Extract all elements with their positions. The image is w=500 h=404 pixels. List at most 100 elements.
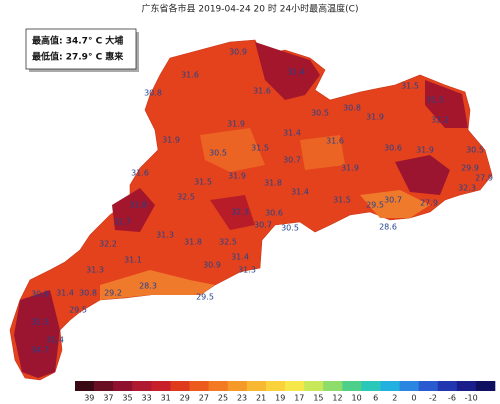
info-frame [25, 28, 137, 70]
hot-region [14, 290, 60, 378]
station-value: 30.8 [343, 104, 361, 113]
station-value: 31.7 [113, 218, 131, 227]
legend-swatch [189, 381, 209, 391]
station-value: 31.5 [401, 82, 419, 91]
station-value: 32.2 [99, 240, 117, 249]
legend-swatch [94, 381, 114, 391]
legend-tick-label: -2 [429, 394, 437, 403]
station-value: 31.9 [366, 113, 384, 122]
legend-tick-label: 31 [161, 394, 171, 403]
station-value: 32.3 [458, 184, 476, 193]
title: 广东省各市县 2019-04-24 20 时 24小时最高温度(C) [142, 3, 359, 15]
station-value: 30.5 [311, 109, 329, 118]
color-legend: 39 37 35 33 31 29 27 25 23 21 19 17 15 12 10 6 2 0 -2 -6 -10 [75, 381, 496, 403]
legend-tick-label: 25 [218, 394, 228, 403]
station-value: 31.9 [416, 146, 434, 155]
station-value: 31.8 [129, 201, 147, 210]
legend-tick-label: 17 [294, 394, 304, 403]
station-value: 31.6 [131, 169, 149, 178]
station-value: 31.4 [283, 129, 301, 138]
station-value: 30.7 [384, 196, 402, 205]
legend-tick-label: 6 [373, 394, 378, 403]
station-value: 31.9 [228, 172, 246, 181]
info-max: 最高值: 34.7° C 大埔 [32, 35, 123, 47]
station-value: 30.5 [209, 149, 227, 158]
station-value: 31.9 [162, 136, 180, 145]
station-value: 31.4 [231, 253, 249, 262]
hot-region [425, 80, 468, 128]
legend-swatch [246, 381, 267, 391]
station-value: 31.5 [426, 96, 444, 105]
hot-region [395, 155, 450, 195]
legend-swatch [399, 381, 419, 391]
station-value: 29.2 [104, 289, 122, 298]
station-value: 31.5 [333, 196, 351, 205]
legend-tick-label: 15 [313, 394, 323, 403]
station-value: 31.6 [253, 87, 271, 96]
station-value: 30.9 [229, 48, 247, 57]
station-value: 31.4 [291, 188, 309, 197]
legend-swatch [361, 381, 381, 391]
station-value: 30.6 [384, 144, 402, 153]
station-value: 32.5 [219, 238, 237, 247]
station-value: 29.9 [461, 164, 479, 173]
legend-tick-label: 35 [122, 394, 132, 403]
warm-region [100, 270, 215, 300]
legend-swatch [75, 381, 95, 391]
station-value: 31.9 [227, 120, 245, 129]
legend-swatch [342, 381, 362, 391]
legend-tick-label: 19 [275, 394, 285, 403]
warm-region [300, 135, 345, 170]
station-value: 31.4 [46, 336, 64, 345]
legend-swatch [151, 381, 171, 391]
legend-swatch [475, 381, 496, 391]
legend-swatch [380, 381, 400, 391]
legend-tick-label: 21 [256, 394, 266, 403]
legend-tick-label: 39 [84, 394, 94, 403]
legend-tick-label: 0 [411, 394, 416, 403]
station-value: 31.5 [194, 178, 212, 187]
legend-swatch [132, 381, 152, 391]
legend-swatch [323, 381, 343, 391]
station-value: 32.3 [31, 318, 49, 327]
station-value: 30.8 [144, 89, 162, 98]
station-value: 31.3 [86, 266, 104, 275]
station-value: 30.5 [466, 146, 484, 155]
station-value: 34.7 [31, 346, 49, 355]
legend-swatch [265, 381, 286, 391]
station-value: 30.6 [265, 209, 283, 218]
station-value: 31.4 [56, 289, 74, 298]
legend-swatch [170, 381, 190, 391]
station-value: 28.3 [139, 282, 157, 291]
station-value: 31.5 [251, 144, 269, 153]
station-value: 31.6 [326, 137, 344, 146]
station-value: 31.6 [181, 71, 199, 80]
legend-tick-label: 2 [392, 394, 397, 403]
station-value: 31.9 [341, 164, 359, 173]
legend-swatch [208, 381, 229, 391]
legend-tick-label: -10 [465, 394, 478, 403]
station-value: 30.9 [203, 261, 221, 270]
station-value: 31.1 [124, 256, 142, 265]
station-value: 30.7 [283, 156, 301, 165]
station-value: 30.7 [254, 221, 272, 230]
station-value: 32.3 [231, 208, 249, 217]
station-value: 31.3 [156, 231, 174, 240]
info-box: 最高值: 34.7° C 大埔 最低值: 27.9° C 惠来 [25, 28, 139, 72]
station-value: 30.9 [31, 290, 49, 299]
province-map [9, 39, 493, 381]
legend-swatch [456, 381, 477, 391]
legend-tick-label: 29 [180, 394, 190, 403]
station-value: 32.2 [431, 116, 449, 125]
legend-tick-label: 33 [141, 394, 151, 403]
station-value: 29.5 [196, 293, 214, 302]
warm-region [360, 190, 430, 218]
info-min: 最低值: 27.9° C 惠来 [32, 51, 124, 63]
legend-swatch [227, 381, 248, 391]
legend-swatch [437, 381, 458, 391]
legend-tick-label: 27 [199, 394, 209, 403]
hot-region [112, 188, 155, 232]
legend-tick-label: 12 [332, 394, 342, 403]
legend-swatch [113, 381, 133, 391]
